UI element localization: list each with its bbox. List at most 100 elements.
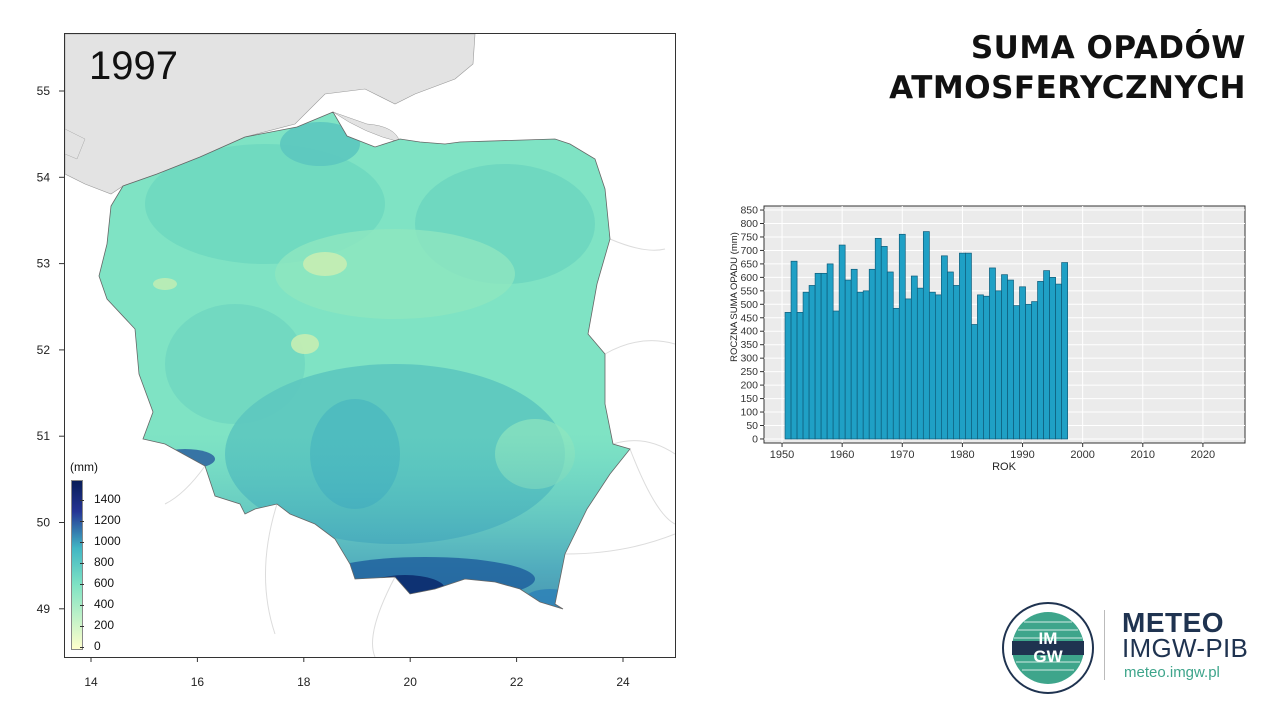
brand-name: METEO [1122,607,1225,638]
y-tick-label: 700 [740,245,758,257]
page-title: SUMA OPADÓW ATMOSFERYCZNYCH [889,28,1246,108]
x-tick-label: 1960 [830,449,854,461]
x-tick-label: 2020 [1191,449,1215,461]
bar-1951 [784,312,792,440]
bar-1990 [1019,286,1026,440]
bar-1995 [1049,277,1056,440]
chart-y-axis: 0501001502002503003504004505005506006507… [740,205,764,445]
lon-tick-label: 14 [84,675,98,689]
bar-1972 [910,275,918,440]
legend-tick [80,626,84,627]
map-axes: 55 54 53 52 51 50 49 14 16 18 20 22 24 [37,84,630,689]
bar-1970 [898,233,906,440]
legend-tick [80,521,84,522]
logo-text-bottom: GW [1033,647,1063,666]
bar-1986 [995,290,1002,440]
bar-1965 [868,268,876,440]
bar-1993 [1037,281,1044,440]
y-tick-label: 350 [740,339,758,351]
bar-1989 [1013,305,1020,440]
bar-1959 [832,310,840,440]
x-tick-label: 2010 [1131,449,1155,461]
bar-1958 [826,263,834,440]
legend-tick [80,647,84,648]
x-tick-label: 1950 [770,449,794,461]
title-line-1: SUMA OPADÓW [970,30,1246,66]
y-tick-label: 50 [746,420,758,432]
bar-1960 [838,244,846,440]
bar-1987 [1001,274,1008,440]
bar-1988 [1007,279,1014,440]
y-tick-label: 400 [740,326,758,338]
legend-colorbar [71,480,83,650]
bar-1975 [928,291,936,440]
lat-tick-label: 55 [37,84,51,98]
lat-tick-label: 51 [37,429,51,443]
y-tick-label: 750 [740,231,758,243]
bar-1954 [802,291,810,440]
bar-1994 [1043,270,1050,440]
legend-value-label: 1400 [94,492,121,506]
y-tick-label: 550 [740,285,758,297]
legend-tick [80,584,84,585]
lat-tick-label: 52 [37,343,51,357]
y-tick-label: 0 [752,433,758,445]
bar-1978 [947,271,954,440]
x-axis-label: ROK [992,461,1017,473]
legend-tick [80,605,84,606]
y-axis-label: ROCZNA SUMA OPADU (mm) [729,232,740,362]
lat-tick-label: 50 [37,516,51,530]
bar-1981 [965,252,972,440]
logo-text-top: IM [1039,629,1058,648]
legend-unit: (mm) [70,460,98,474]
bar-1976 [935,294,942,440]
latitude-axis: 55 54 53 52 51 50 49 [37,84,64,616]
bar-1956 [814,272,822,440]
bar-1977 [941,255,948,440]
y-tick-label: 850 [740,205,758,217]
bar-1992 [1031,301,1038,440]
lon-tick-label: 20 [404,675,418,689]
brand-url[interactable]: meteo.imgw.pl [1124,664,1220,681]
legend-value-label: 0 [94,639,101,653]
bar-1982 [971,324,978,440]
bar-1957 [820,272,828,440]
legend-value-label: 1000 [94,534,121,548]
bar-1996 [1055,283,1062,440]
bar-1966 [874,237,882,440]
bar-1984 [983,295,990,440]
bar-1968 [886,271,894,440]
bar-1967 [880,246,888,440]
legend-tick [80,500,84,501]
y-tick-label: 450 [740,312,758,324]
coast-fragment [65,128,86,160]
legend-tick [80,563,84,564]
brand-divider [1104,610,1105,680]
bar-1969 [892,307,900,440]
neighbour-borders [164,238,675,657]
lon-tick-label: 22 [510,675,524,689]
legend-value-label: 400 [94,597,115,611]
lon-tick-label: 18 [297,675,311,689]
y-tick-label: 200 [740,380,758,392]
longitude-axis: 14 16 18 20 22 24 [84,657,630,689]
bar-1953 [796,312,804,440]
y-tick-label: 800 [740,218,758,230]
baltic-sea-region [65,34,476,195]
x-tick-label: 1980 [950,449,974,461]
x-tick-label: 1970 [890,449,914,461]
bar-1991 [1025,303,1032,440]
precipitation-bar-chart: 0501001502002503003504004505005506006507… [729,205,1246,473]
y-tick-label: 300 [740,353,758,365]
y-tick-label: 150 [740,393,758,405]
bar-1955 [808,285,816,440]
lat-tick-label: 49 [37,602,51,616]
brand-subname: IMGW-PIB [1122,633,1249,663]
imgw-branding: IM GW METEO IMGW-PIB meteo.imgw.pl [1000,598,1260,698]
lon-tick-label: 16 [191,675,205,689]
bar-1961 [844,279,852,440]
x-tick-label: 1990 [1010,449,1034,461]
lat-tick-label: 53 [37,257,51,271]
bar-1997 [1061,262,1068,440]
y-tick-label: 500 [740,299,758,311]
